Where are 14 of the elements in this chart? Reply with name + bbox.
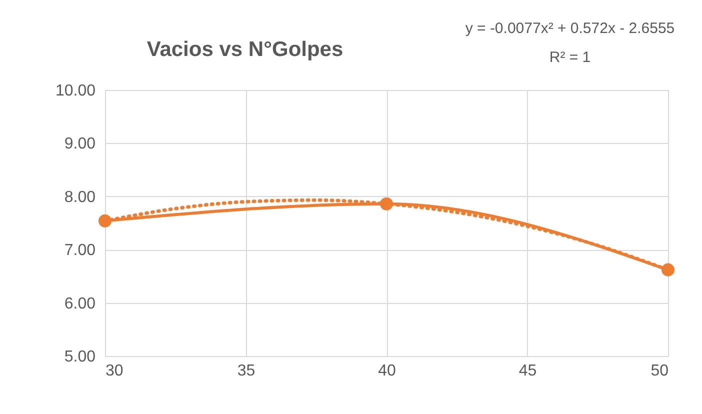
x-tick-label: 40 bbox=[378, 362, 396, 380]
chart-title: Vacios vs N°Golpes bbox=[146, 38, 344, 61]
y-tick-label: 10.00 bbox=[55, 82, 96, 100]
text: y = -0.0077x² + 0.572x - 2.6555 bbox=[465, 20, 675, 37]
x-tick-label: 35 bbox=[237, 362, 256, 380]
y-tick-label: 5.00 bbox=[64, 348, 96, 366]
x-tick-label: 45 bbox=[518, 362, 537, 380]
y-tick-label: 6.00 bbox=[64, 295, 96, 312]
y-tick-label: 7.00 bbox=[64, 242, 96, 260]
y-tick-label: 8.00 bbox=[64, 188, 96, 206]
x-tick-label: 30 bbox=[106, 362, 124, 380]
y-tick-label: 9.00 bbox=[64, 136, 96, 153]
text: R² = 1 bbox=[549, 49, 591, 66]
x-tick-label: 50 bbox=[650, 362, 669, 380]
